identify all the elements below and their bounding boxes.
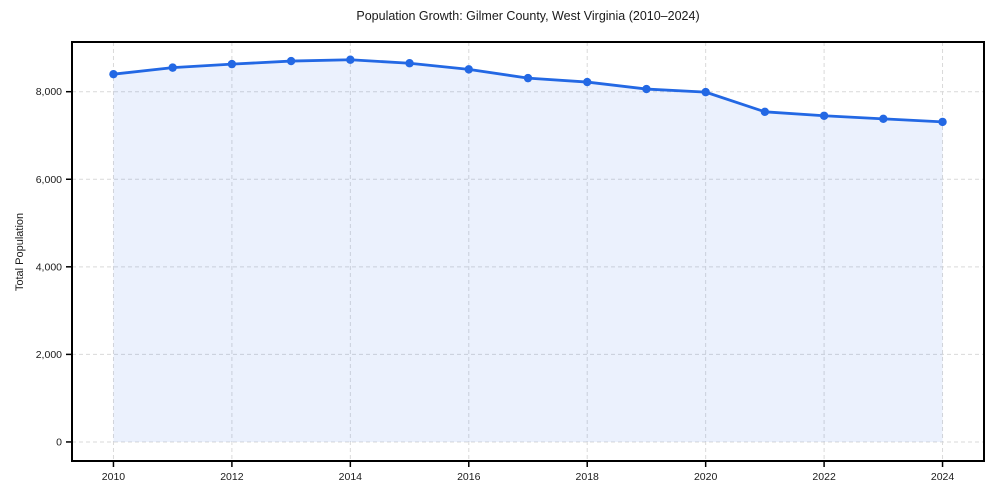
data-point (583, 77, 592, 87)
x-tick-label: 2014 (339, 471, 363, 483)
chart-title: Population Growth: Gilmer County, West V… (356, 9, 700, 23)
data-point (701, 87, 710, 97)
plot-border (71, 41, 985, 462)
data-point (879, 114, 888, 124)
x-tick-label: 2020 (694, 471, 718, 483)
x-tick-label: 2022 (812, 471, 836, 483)
data-point (405, 59, 414, 68)
y-tick-label: 2,000 (36, 349, 62, 361)
data-point (760, 107, 770, 117)
x-tick-label: 2010 (102, 471, 126, 483)
data-point (227, 59, 237, 69)
data-points (109, 55, 947, 127)
y-tick-label: 6,000 (36, 174, 62, 186)
area-fill (113, 59, 943, 442)
data-point (938, 117, 947, 127)
y-tick-label: 4,000 (36, 261, 62, 273)
data-point (464, 65, 473, 74)
data-point (642, 84, 651, 94)
axis-ticks (66, 90, 944, 467)
y-axis-title: Total Population (14, 212, 26, 292)
x-tick-label: 2016 (457, 471, 481, 483)
data-point (523, 73, 533, 83)
y-tick-label: 8,000 (36, 86, 62, 98)
data-point (168, 63, 177, 72)
x-tick-label: 2024 (931, 471, 955, 483)
x-tick-label: 2012 (220, 471, 244, 483)
gridlines (72, 42, 984, 461)
data-point (346, 55, 355, 64)
data-point (109, 69, 118, 79)
x-tick-labels: 2010 2012 2014 2016 2018 2020 2022 2024 (102, 471, 955, 483)
y-tick-labels: 0 2,000 4,000 6,000 8,000 (36, 86, 62, 448)
data-point (286, 56, 296, 66)
data-point (819, 111, 829, 120)
x-tick-label: 2018 (576, 471, 600, 483)
y-tick-label: 0 (56, 436, 62, 448)
